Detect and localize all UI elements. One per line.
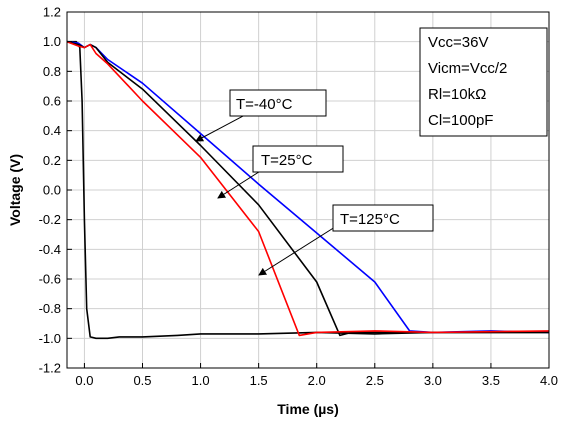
condition-cl: Cl=100pF (428, 112, 493, 129)
y-tick-label: 0.2 (43, 153, 61, 168)
y-tick-label: 0.6 (43, 94, 61, 109)
x-tick-label: 3.0 (424, 373, 442, 388)
y-axis-label: Voltage (V) (7, 154, 23, 226)
x-tick-label: 1.0 (192, 373, 210, 388)
x-tick-label: 0.0 (75, 373, 93, 388)
annotation-arrow-t-25 (217, 169, 263, 199)
y-tick-label: 0.8 (43, 64, 61, 79)
y-tick-label: 0.4 (43, 123, 61, 138)
x-tick-label: 2.5 (366, 373, 384, 388)
annotation-box-t-125 (332, 204, 434, 232)
y-tick-label: -0.2 (39, 212, 61, 227)
axis-ticks: 0.0 0.5 1.0 1.5 2.0 2.5 3.0 3.5 4.0 1.2 1.0 0.8 0.6 0… (39, 5, 558, 389)
conditions-box: Vcc=36V Vicm=Vcc/2 Rl=10kΩ Cl=100pF (419, 27, 548, 137)
y-tick-label: -1.0 (39, 331, 61, 346)
x-tick-label: 0.5 (133, 373, 151, 388)
y-tick-label: -0.8 (39, 301, 61, 316)
series-lines (66, 40, 550, 340)
annotation-box-t-minus40 (229, 89, 327, 117)
y-tick-label: -1.2 (39, 361, 61, 376)
annotation-arrow-t-125 (258, 226, 336, 276)
y-tick-label: -0.6 (39, 272, 61, 287)
y-tick-label: 1.2 (43, 5, 61, 20)
x-tick-label: 2.0 (308, 373, 326, 388)
conditions-box-frame (419, 27, 548, 137)
annotation-label-t-125: T=125°C (340, 211, 400, 228)
x-axis-label: Time (µs) (277, 401, 339, 417)
y-tick-label: -0.4 (39, 242, 61, 257)
y-tick-label: 0.0 (43, 183, 61, 198)
y-tick-label: 1.0 (43, 34, 61, 49)
x-tick-label: 1.5 (250, 373, 268, 388)
condition-rl: Rl=10kΩ (428, 86, 486, 103)
annotation-t-125: T=125°C (258, 204, 434, 276)
annotation-box-t-25 (252, 145, 344, 173)
annotation-t-minus40: T=-40°C (195, 89, 327, 142)
annotation-t-25: T=25°C (217, 145, 344, 199)
series-line-0 (67, 40, 549, 340)
series-line-3 (66, 40, 550, 337)
annotation-label-t-25: T=25°C (261, 152, 313, 169)
condition-vcc: Vcc=36V (428, 34, 488, 51)
x-tick-label: 3.5 (482, 373, 500, 388)
annotation-label-t-minus40: T=-40°C (236, 96, 293, 113)
x-tick-label: 4.0 (540, 373, 558, 388)
condition-vicm: Vicm=Vcc/2 (428, 60, 507, 77)
